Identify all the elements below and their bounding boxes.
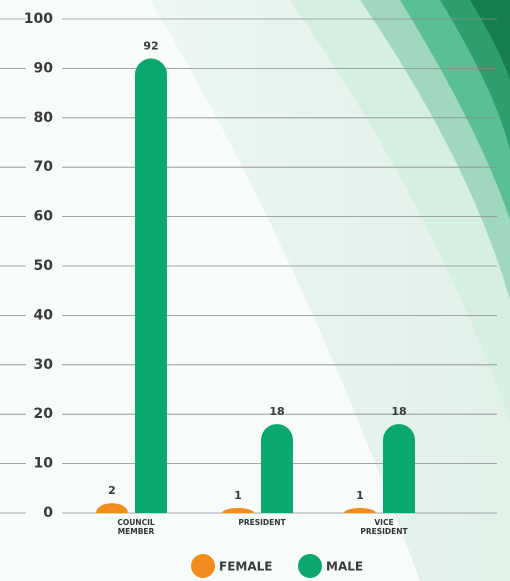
y-tick-label: 40	[34, 307, 54, 323]
y-tick-label: 20	[34, 406, 54, 422]
x-tick-label: COUNCIL MEMBER	[117, 518, 155, 536]
legend-swatch	[191, 554, 215, 578]
y-tick-label: 100	[24, 11, 53, 27]
legend-swatch	[298, 554, 322, 578]
y-tick-label: 70	[34, 159, 54, 175]
value-label: 1	[234, 489, 242, 502]
y-tick-label: 10	[34, 456, 54, 472]
legend-label: FEMALE	[219, 560, 272, 574]
bar	[96, 503, 128, 513]
bar	[344, 508, 376, 513]
y-tick-label: 0	[43, 505, 53, 521]
y-tick-label: 90	[34, 60, 54, 76]
value-label: 1	[356, 489, 364, 502]
x-tick-label: PRESIDENT	[238, 518, 286, 527]
bar	[222, 508, 254, 513]
y-tick-label: 50	[34, 258, 54, 274]
bar	[261, 424, 293, 513]
value-label: 18	[269, 405, 284, 418]
bar	[135, 58, 167, 514]
value-label: 2	[108, 484, 116, 497]
bar	[383, 424, 415, 513]
x-tick-label: VICE PRESIDENT	[360, 518, 408, 536]
y-tick-label: 80	[34, 110, 54, 126]
value-label: 18	[391, 405, 406, 418]
y-tick-label: 60	[34, 209, 54, 225]
y-tick-label: 30	[34, 357, 54, 373]
value-label: 92	[143, 40, 158, 53]
legend-label: MALE	[326, 560, 363, 574]
background-decoration	[150, 0, 510, 581]
